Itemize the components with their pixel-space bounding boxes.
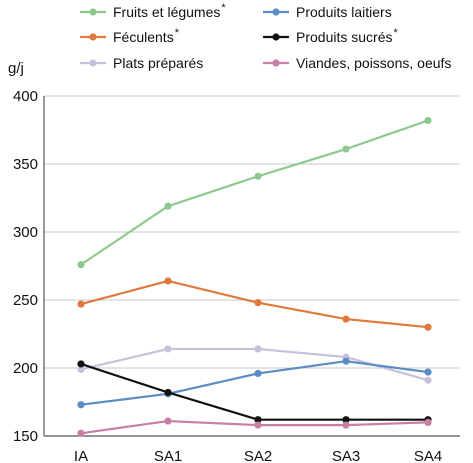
data-point	[254, 345, 262, 353]
legend-label: Produits sucrés	[296, 29, 392, 45]
series-line	[80, 119, 429, 266]
legend-swatch-marker	[89, 33, 97, 41]
legend-swatch-marker	[272, 59, 280, 67]
series-line	[80, 362, 428, 421]
data-point	[164, 345, 172, 353]
data-point	[342, 421, 350, 429]
data-point	[77, 261, 85, 269]
data-point	[164, 202, 172, 210]
data-point	[164, 277, 172, 285]
data-point	[254, 369, 262, 378]
x-tick-label: SA3	[332, 448, 360, 463]
series-line	[80, 279, 429, 329]
data-point	[424, 116, 432, 125]
legend-label: Fruits et légumes	[113, 4, 220, 20]
data-point	[77, 360, 85, 368]
data-point	[164, 417, 172, 425]
legend-swatch-marker	[272, 33, 280, 41]
chart-legend: Fruits et légumes *Féculents *Plats prépar…	[80, 2, 451, 71]
legend-item: Féculents	[80, 29, 174, 45]
legend-swatch-marker	[272, 8, 280, 16]
legend-swatch-marker	[89, 8, 97, 16]
data-point	[77, 300, 85, 308]
legend-label: Plats préparés	[113, 55, 203, 71]
data-point	[254, 416, 262, 424]
y-tick-label: 400	[13, 88, 38, 105]
series-group	[77, 116, 432, 437]
data-point	[342, 145, 350, 153]
y-axis-title: g/j	[8, 60, 24, 77]
data-point	[424, 368, 432, 376]
data-point	[77, 365, 85, 373]
series-4	[77, 360, 432, 424]
data-point	[254, 421, 262, 429]
series-0	[77, 116, 432, 269]
legend-label: Féculents	[113, 29, 174, 45]
data-point	[424, 418, 432, 426]
data-point	[342, 416, 350, 424]
x-tick-labels: IA SA1 SA2 SA3 SA4	[74, 448, 442, 463]
series-line	[80, 419, 429, 435]
legend-item: Produits laitiers	[263, 4, 392, 20]
legend-asterisk: *	[221, 2, 226, 14]
y-tick-label: 350	[13, 156, 38, 173]
legend-item: Produits sucrés	[263, 29, 392, 45]
legend-asterisk: *	[393, 27, 398, 39]
data-point	[342, 357, 350, 365]
legend-label: Viandes, poissons, oeufs	[296, 55, 451, 71]
x-tick-label: IA	[74, 448, 88, 463]
legend-item: Plats préparés	[80, 55, 203, 71]
data-point	[164, 388, 172, 397]
x-tick-label: SA2	[244, 448, 272, 463]
data-point	[342, 315, 350, 323]
y-tick-label: 200	[13, 360, 38, 377]
y-tick-label: 300	[13, 224, 38, 241]
y-tick-label: 150	[13, 428, 38, 445]
series-1	[77, 277, 432, 331]
x-tick-label: SA1	[154, 448, 182, 463]
data-point	[424, 376, 432, 384]
x-tick-label: SA4	[414, 448, 442, 463]
data-point	[254, 172, 262, 180]
series-3	[77, 357, 432, 409]
y-tick-labels: 150 200 250 300 350 400	[13, 88, 38, 445]
legend-swatch-marker	[89, 59, 97, 67]
series-5	[77, 417, 432, 437]
legend-item: Fruits et légumes	[80, 4, 220, 20]
grid-lines	[44, 95, 460, 437]
legend-item: Viandes, poissons, oeufs	[263, 55, 451, 71]
axes	[43, 96, 460, 437]
legend-asterisk: *	[175, 27, 180, 39]
data-point	[77, 429, 85, 437]
data-point	[424, 323, 432, 331]
legend-label: Produits laitiers	[296, 4, 392, 20]
y-tick-label: 250	[13, 292, 38, 309]
data-point	[254, 299, 262, 307]
data-point	[77, 401, 85, 409]
